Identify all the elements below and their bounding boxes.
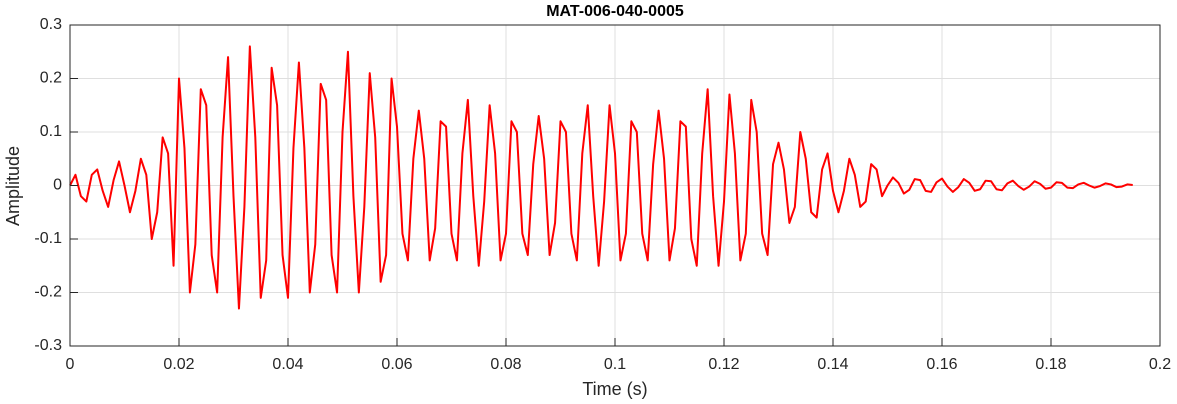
x-tick-label: 0.06 bbox=[381, 356, 412, 373]
x-tick-label: 0.1 bbox=[604, 356, 626, 373]
y-tick-label: -0.3 bbox=[34, 337, 62, 354]
x-tick-label: 0.12 bbox=[708, 356, 739, 373]
x-axis-label: Time (s) bbox=[582, 379, 647, 399]
x-tick-label: 0.16 bbox=[926, 356, 957, 373]
plot bbox=[69, 45, 1133, 310]
x-tick-label: 0.14 bbox=[817, 356, 848, 373]
y-tick-label: 0.3 bbox=[40, 16, 62, 33]
ticks: 0 0.02 0.04 0.06 0.08 0.1 0.12 0.14 0.16 0.18 0.2 -… bbox=[34, 16, 1171, 373]
x-tick-label: 0.2 bbox=[1149, 356, 1171, 373]
waveform-line bbox=[69, 45, 1133, 310]
x-tick-label: 0.18 bbox=[1035, 356, 1066, 373]
y-tick-label: -0.1 bbox=[34, 230, 62, 247]
x-tick-label: 0.02 bbox=[163, 356, 194, 373]
x-tick-label: 0.08 bbox=[490, 356, 521, 373]
y-tick-label: 0 bbox=[53, 177, 62, 194]
chart-title: MAT-006-040-0005 bbox=[546, 3, 684, 20]
y-axis-label: Amplitude bbox=[3, 146, 23, 226]
x-tick-label: 0 bbox=[66, 356, 75, 373]
y-tick-label: -0.2 bbox=[34, 284, 62, 301]
x-tick-label: 0.04 bbox=[272, 356, 303, 373]
y-tick-label: 0.2 bbox=[40, 70, 62, 87]
y-tick-label: 0.1 bbox=[40, 123, 62, 140]
